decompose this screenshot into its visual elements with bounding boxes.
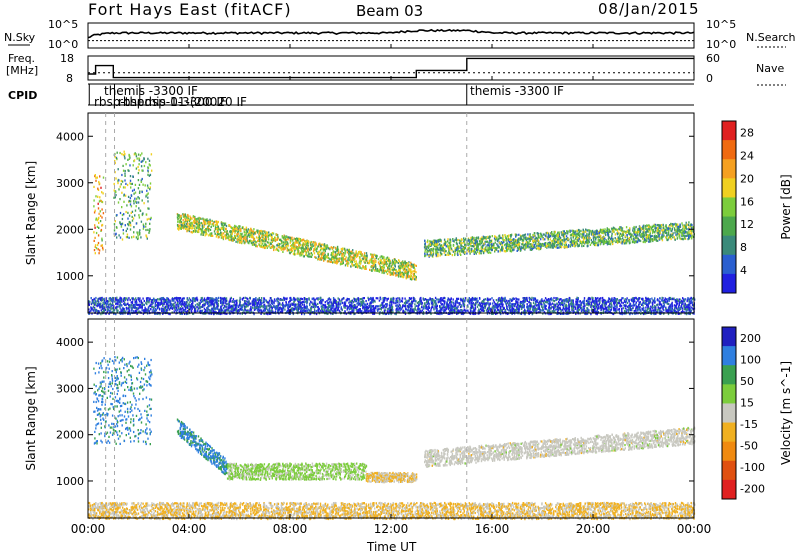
x-axis-title: Time UT bbox=[367, 540, 417, 554]
power-panel-ytick-label-2: 2000 bbox=[56, 223, 84, 236]
power-panel-colorbar-tick-6: 24 bbox=[740, 149, 754, 162]
power-panel-colorbar-tick-1: 4 bbox=[740, 264, 747, 277]
nsky-tick-top: 10^5 bbox=[48, 18, 79, 31]
velocity-panel-colorbar-seg-2 bbox=[722, 346, 736, 366]
nsearch-tick-top: 10^5 bbox=[706, 18, 737, 31]
velocity-panel-colorbar-tick-2: 100 bbox=[740, 353, 761, 366]
cpid-label-4: themis -3300 IF bbox=[470, 84, 564, 98]
velocity-panel-ytick-label-3: 3000 bbox=[56, 382, 84, 395]
velocity-panel-data-cells bbox=[88, 356, 696, 521]
nsky-tick-bottom: 10^0 bbox=[48, 38, 79, 51]
velocity-panel-colorbar-seg-5 bbox=[722, 403, 736, 424]
velocity-panel-colorbar-seg-1 bbox=[722, 327, 736, 347]
velocity-panel-colorbar-tick-8: -200 bbox=[740, 482, 765, 495]
velocity-panel-colorbar-seg-8 bbox=[722, 460, 736, 481]
velocity-panel-colorbar-seg-4 bbox=[722, 384, 736, 404]
velocity-panel-colorbar-frame bbox=[721, 326, 737, 500]
nave-tick-top: 60 bbox=[706, 52, 720, 65]
velocity-panel-bg bbox=[88, 319, 694, 518]
freq-tick-top: 18 bbox=[60, 52, 74, 65]
nsearch-label: N.Search bbox=[746, 31, 796, 44]
power-panel-colorbar-tick-3: 12 bbox=[740, 218, 754, 231]
power-panel-colorbar-tick-4: 16 bbox=[740, 195, 754, 208]
power-panel-colorbar-seg-8 bbox=[722, 254, 736, 275]
xtick-label-3: 08:00 bbox=[273, 522, 308, 536]
xtick-label-2: 04:00 bbox=[172, 522, 207, 536]
velocity-panel-colorbar-tick-6: -50 bbox=[740, 439, 758, 452]
velocity-panel-ylabel: Slant Range [km] bbox=[24, 366, 38, 470]
cpid-label-2: themis -3300 IF bbox=[104, 84, 198, 98]
power-panel-colorbar-seg-6 bbox=[722, 216, 736, 237]
power-panel-colorbar-tick-5: 20 bbox=[740, 172, 754, 185]
velocity-panel-ytick-label-2: 2000 bbox=[56, 429, 84, 442]
xtick-label-1: 00:00 bbox=[71, 522, 106, 536]
nsky-label: N.Sky bbox=[4, 31, 36, 44]
xtick-label-6: 20:00 bbox=[576, 522, 611, 536]
cpid-label: CPID bbox=[8, 89, 38, 102]
power-panel-colorbar-seg-4 bbox=[722, 178, 736, 198]
xtick-label-4: 12:00 bbox=[374, 522, 409, 536]
cpid-label-3: rbspdsp-01-(20020 IF bbox=[118, 95, 247, 109]
nsearch-tick-bottom: 10^0 bbox=[706, 38, 737, 51]
velocity-panel-ytick-label-1: 1000 bbox=[56, 475, 84, 488]
velocity-panel-colorbar-tick-3: 50 bbox=[740, 375, 754, 388]
power-panel-ytick-label-4: 4000 bbox=[56, 130, 84, 143]
power-panel-data-cells bbox=[88, 150, 696, 316]
power-panel-ylabel: Slant Range [km] bbox=[24, 161, 38, 265]
power-panel-colorbar-label: Power [dB] bbox=[779, 174, 793, 239]
power-panel-ytick-label-1: 1000 bbox=[56, 270, 84, 283]
freq-label: Freq. bbox=[8, 52, 36, 65]
power-panel-colorbar-tick-7: 28 bbox=[740, 126, 754, 139]
velocity-panel-ytick-label-4: 4000 bbox=[56, 336, 84, 349]
plot-title: Fort Hays East (fitACF) bbox=[88, 0, 292, 19]
power-panel-colorbar-seg-3 bbox=[722, 159, 736, 179]
freq-tick-bottom: 8 bbox=[66, 72, 73, 85]
xtick-label-5: 16:00 bbox=[475, 522, 510, 536]
power-panel-colorbar-seg-1 bbox=[722, 121, 736, 141]
xtick-label-7: 00:00 bbox=[677, 522, 712, 536]
beam-label: Beam 03 bbox=[356, 2, 424, 20]
velocity-panel-colorbar-seg-7 bbox=[722, 441, 736, 462]
power-panel-colorbar-seg-9 bbox=[722, 273, 736, 294]
nave-tick-bottom: 0 bbox=[706, 72, 713, 85]
power-panel-bg bbox=[88, 113, 694, 313]
velocity-panel-colorbar-tick-1: 200 bbox=[740, 332, 761, 345]
velocity-panel-colorbar-label: Velocity [m s^-1] bbox=[779, 361, 793, 465]
cpid-label-1: rbsp-themis-1-3300 IF bbox=[94, 95, 227, 109]
velocity-panel-colorbar-seg-9 bbox=[722, 479, 736, 500]
velocity-panel-colorbar-tick-7: -100 bbox=[740, 461, 765, 474]
power-panel-ytick-label-3: 3000 bbox=[56, 177, 84, 190]
power-panel-colorbar-frame bbox=[721, 120, 737, 294]
freq-unit-label: [MHz] bbox=[6, 64, 39, 77]
velocity-panel-colorbar-seg-3 bbox=[722, 365, 736, 385]
date-label: 08/Jan/2015 bbox=[598, 0, 700, 18]
velocity-panel-colorbar-tick-4: 15 bbox=[740, 396, 754, 409]
power-panel-colorbar-seg-7 bbox=[722, 235, 736, 256]
nave-label: Nave bbox=[756, 62, 785, 75]
nsky-series-line bbox=[87, 28, 695, 39]
power-panel-colorbar-seg-2 bbox=[722, 140, 736, 160]
velocity-panel-colorbar-seg-6 bbox=[722, 422, 736, 443]
power-panel-colorbar-tick-2: 8 bbox=[740, 241, 747, 254]
velocity-panel-colorbar-tick-5: -15 bbox=[740, 418, 758, 431]
freq-series-line bbox=[88, 57, 694, 79]
power-panel-colorbar-seg-5 bbox=[722, 197, 736, 218]
